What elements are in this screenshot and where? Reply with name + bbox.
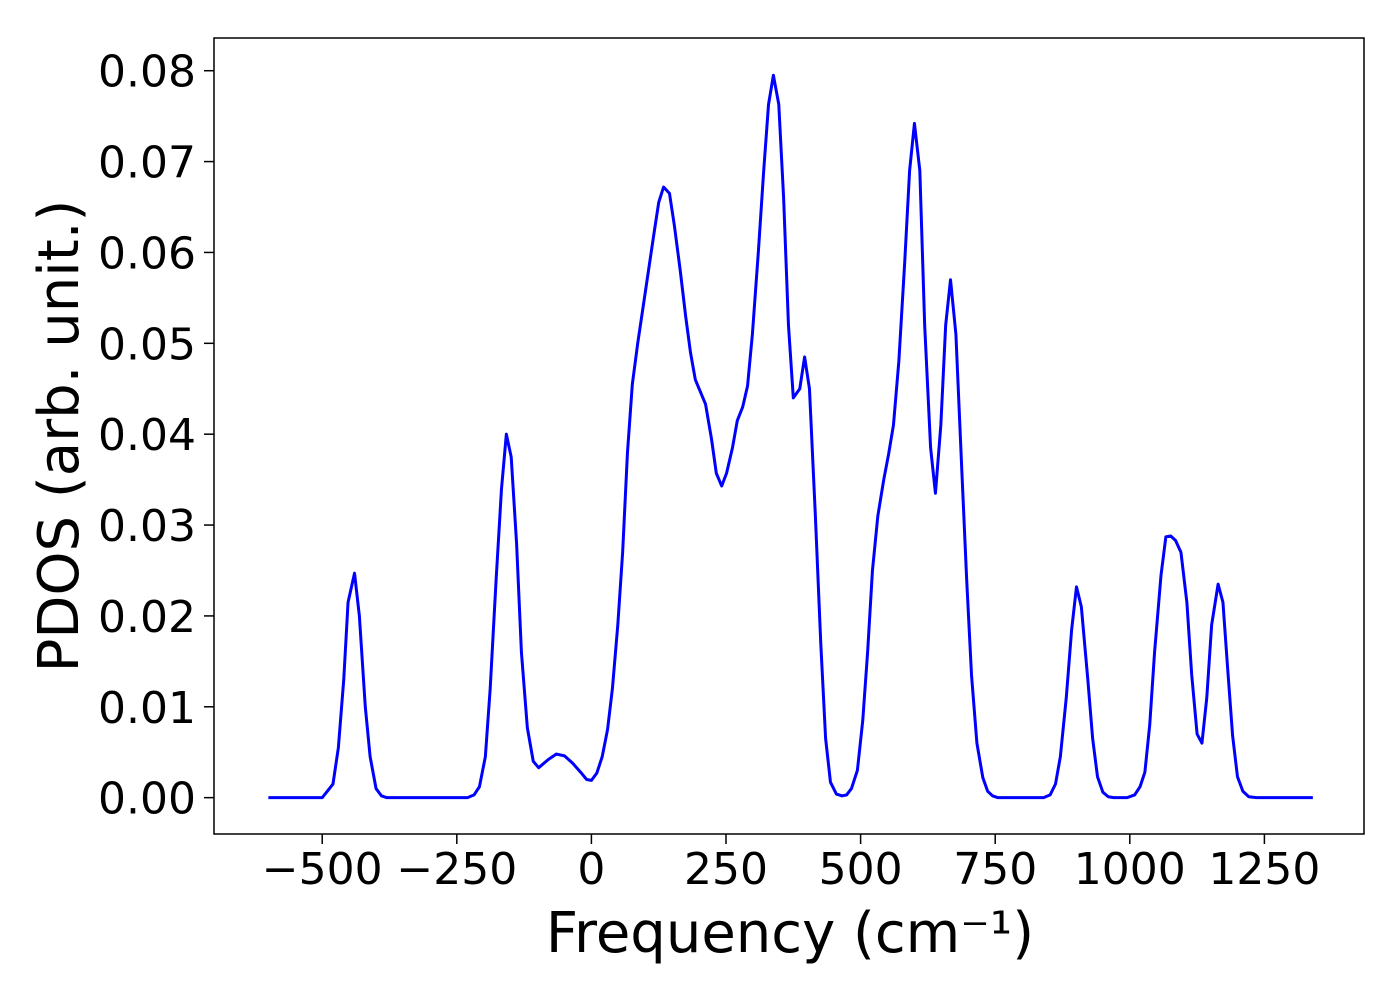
x-tick-label: 750 <box>953 844 1037 895</box>
x-tick-label: −500 <box>262 844 383 895</box>
y-tick-label: 0.00 <box>98 774 196 825</box>
x-tick-label: 250 <box>684 844 768 895</box>
data-line <box>268 73 1313 800</box>
x-tick-label: −250 <box>396 844 517 895</box>
y-tick-label: 0.07 <box>98 138 196 189</box>
y-tick-label: 0.03 <box>98 501 196 552</box>
y-tick-label: 0.04 <box>98 410 196 461</box>
x-tick-label: 500 <box>819 844 903 895</box>
x-tick-label: 1250 <box>1208 844 1320 895</box>
y-tick-label: 0.08 <box>98 47 196 98</box>
y-tick-label: 0.05 <box>98 319 196 370</box>
y-tick-label: 0.02 <box>98 592 196 643</box>
plot-frame <box>213 37 1365 835</box>
y-tick-label: 0.01 <box>98 683 196 734</box>
x-tick-label: 1000 <box>1074 844 1186 895</box>
y-axis-label: PDOS (arb. unit.) <box>27 200 92 673</box>
y-tick-label: 0.06 <box>98 228 196 279</box>
x-axis-label: Frequency (cm⁻¹) <box>546 901 1034 966</box>
x-tick-label: 0 <box>577 844 605 895</box>
